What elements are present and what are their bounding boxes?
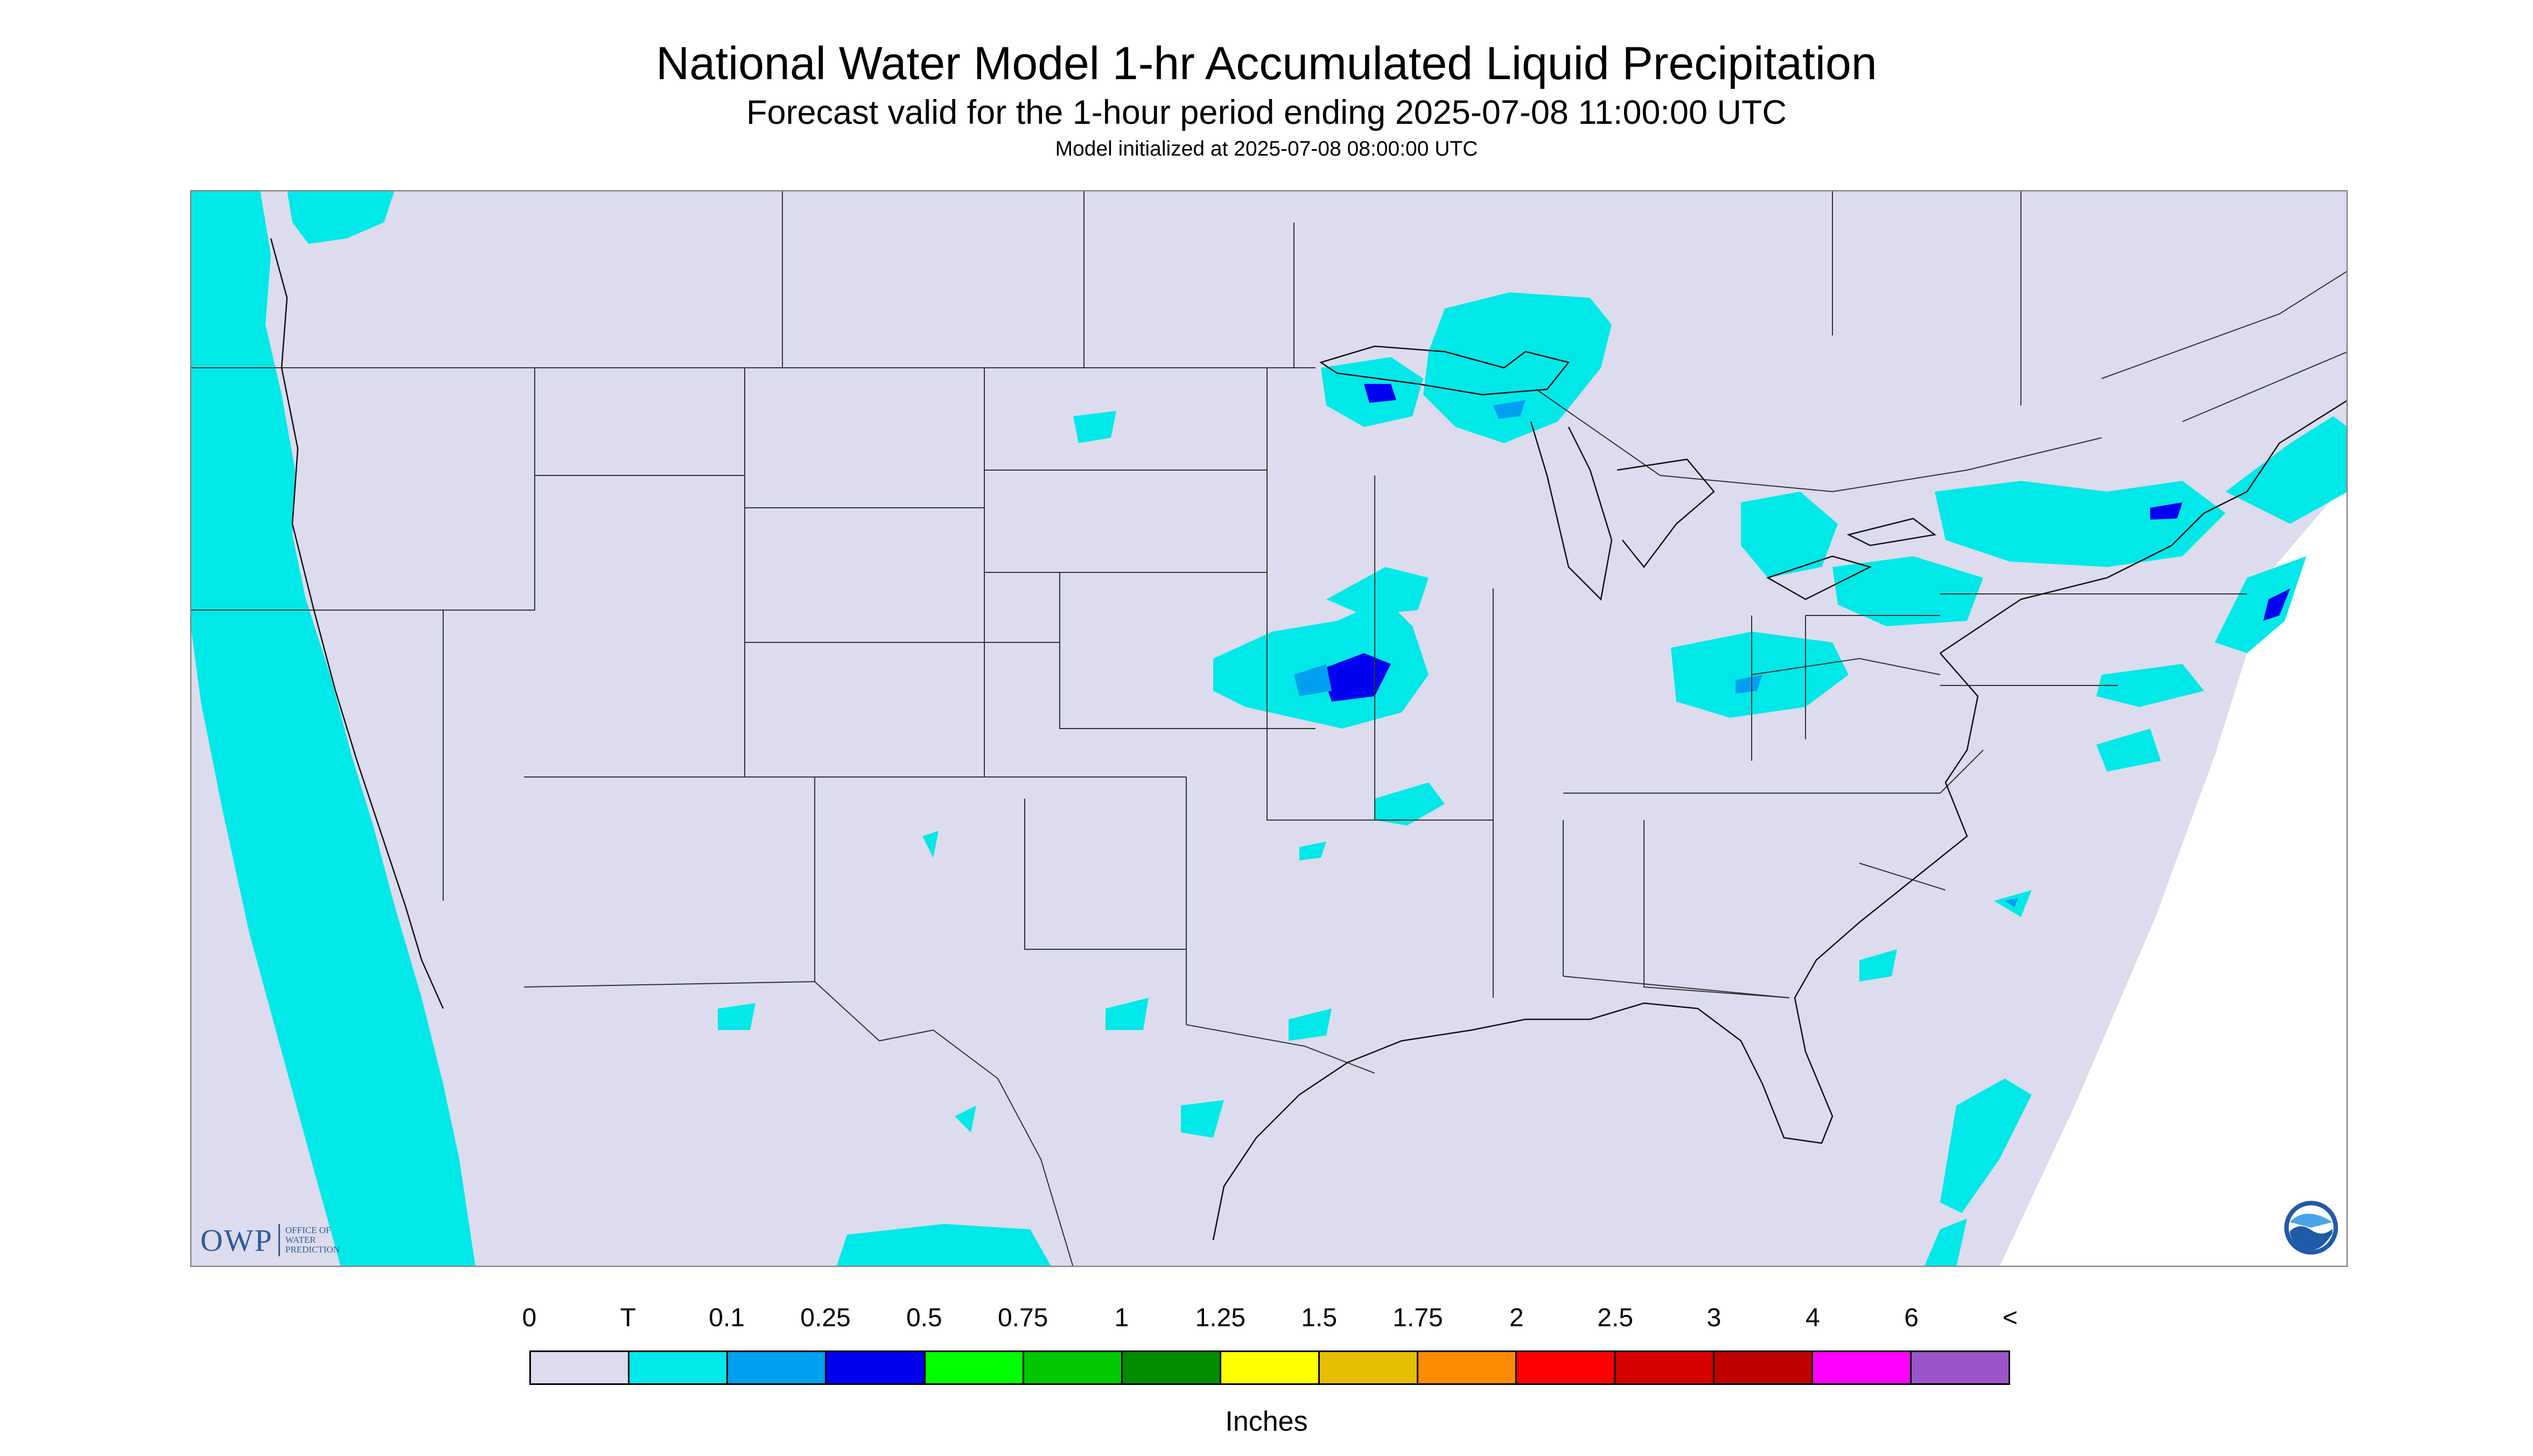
legend-swatch [1320,1352,1419,1383]
precip-area-atlantic-mid [2096,664,2204,707]
precip-area-atlantic-core [2263,589,2290,621]
legend-tick-label: 2.5 [1597,1304,1634,1332]
precip-area-pacific-north [287,190,395,244]
legend-tick-label: 0.1 [709,1304,745,1332]
map-frame [190,190,2348,1267]
precip-area-gulf-texas [1289,1009,1332,1041]
legend-tick-label: < [2002,1304,2018,1332]
legend-tick-label: 0 [522,1304,537,1332]
legend-tick-label: 4 [1805,1304,1820,1332]
precip-area-baja [718,1003,755,1030]
legend-swatch [827,1352,926,1383]
legend-labels: 0 T 0.1 0.25 0.5 0.75 1 1.25 1.5 1.75 2 2.5 3 4 6 < [0,1303,2533,1335]
legend-tick-label: 0.25 [800,1304,851,1332]
precip-area-lower-michigan-east [1741,492,1838,578]
precip-area-sierra-madre [955,1105,976,1132]
legend-tick-label: 1 [1114,1304,1129,1332]
legend-swatch [1813,1352,1912,1383]
precip-area-texas-coast [1181,1100,1224,1138]
precip-area-carolina-offshore-core [2005,898,2018,907]
legend-swatch [1911,1352,2009,1383]
precip-area-ohio-core [1736,675,1762,694]
precip-area-ohio [1671,632,1849,718]
owp-logo-text: Office of Water Prediction [285,1226,340,1255]
legend-tick-label: 3 [1706,1304,1722,1332]
owp-logo: OWP Office of Water Prediction [200,1221,340,1259]
legend-tick-label: T [620,1304,636,1332]
legend-swatch [1615,1352,1715,1383]
legend-swatch [1714,1352,1813,1383]
precip-area-northwest-edge [190,190,257,325]
legend-tick-label: 1.5 [1301,1304,1338,1332]
precip-area-lake-superior-core [1493,400,1526,419]
noaa-logo-icon [2284,1201,2338,1255]
legend-tick-label: 1.25 [1195,1304,1246,1332]
legend-tick-label: 0.75 [997,1304,1048,1332]
precip-area-mn-core [1364,384,1396,403]
legend-tick-label: 6 [1904,1304,1919,1332]
precip-area-ontario [1935,481,2226,567]
map-title: National Water Model 1-hr Accumulated Li… [656,38,1877,89]
precip-area-missouri [1375,782,1445,825]
precip-area-atlantic-south [2096,729,2161,772]
precip-area-new-york [1832,556,1983,626]
precip-area-new-mexico [922,831,939,858]
precip-area-caribbean-edge [1924,1219,1967,1267]
precip-area-new-england [2226,416,2348,524]
precip-area-iowa-light [1294,664,1332,696]
legend-swatch [925,1352,1024,1383]
precip-area-north-dakota [1073,411,1116,443]
legend-swatch [1517,1352,1616,1383]
precipitation-map [190,190,2348,1267]
legend-swatch [531,1352,630,1383]
legend-swatch [728,1352,827,1383]
legend-swatch [629,1352,729,1383]
out-of-domain-east [1999,481,2348,1267]
precip-area-iowa-north [1326,567,1429,615]
owp-logo-line: Prediction [285,1244,340,1255]
precip-area-mexico-south [836,1224,1052,1267]
map-subtitle: Forecast valid for the 1-hour period end… [746,94,1787,131]
precip-area-caribbean [1940,1079,2032,1213]
precip-area-lake-superior [1423,292,1612,443]
precip-area-arkansas [1299,842,1326,860]
owp-logo-line: Office of [285,1225,331,1235]
legend-swatch [1418,1352,1517,1383]
precip-area-ne-core [2150,502,2182,520]
owp-logo-mark: OWP [200,1222,273,1258]
owp-logo-separator [278,1224,280,1256]
legend-tick-label: 1.75 [1393,1304,1443,1332]
legend-color-bar [529,1350,2010,1385]
legend-swatch [1024,1352,1123,1383]
model-init-text: Model initialized at 2025-07-08 08:00:00… [1055,137,1478,160]
coastlines [270,238,2348,1241]
precip-area-gulf-louisiana [1105,998,1149,1030]
legend-swatch [1122,1352,1221,1383]
precip-area-iowa-core [1321,653,1391,702]
legend-swatch [1221,1352,1320,1383]
legend-tick-label: 2 [1509,1304,1524,1332]
precip-area-georgia-offshore [1859,949,1897,982]
precip-area-west-coast [190,190,475,1267]
precip-area-atlantic-north [2215,556,2306,653]
legend-tick-label: 0.5 [906,1304,942,1332]
political-boundaries [190,190,2348,1267]
owp-logo-line: Water [285,1235,316,1245]
legend-units-label: Inches [1225,1406,1308,1437]
